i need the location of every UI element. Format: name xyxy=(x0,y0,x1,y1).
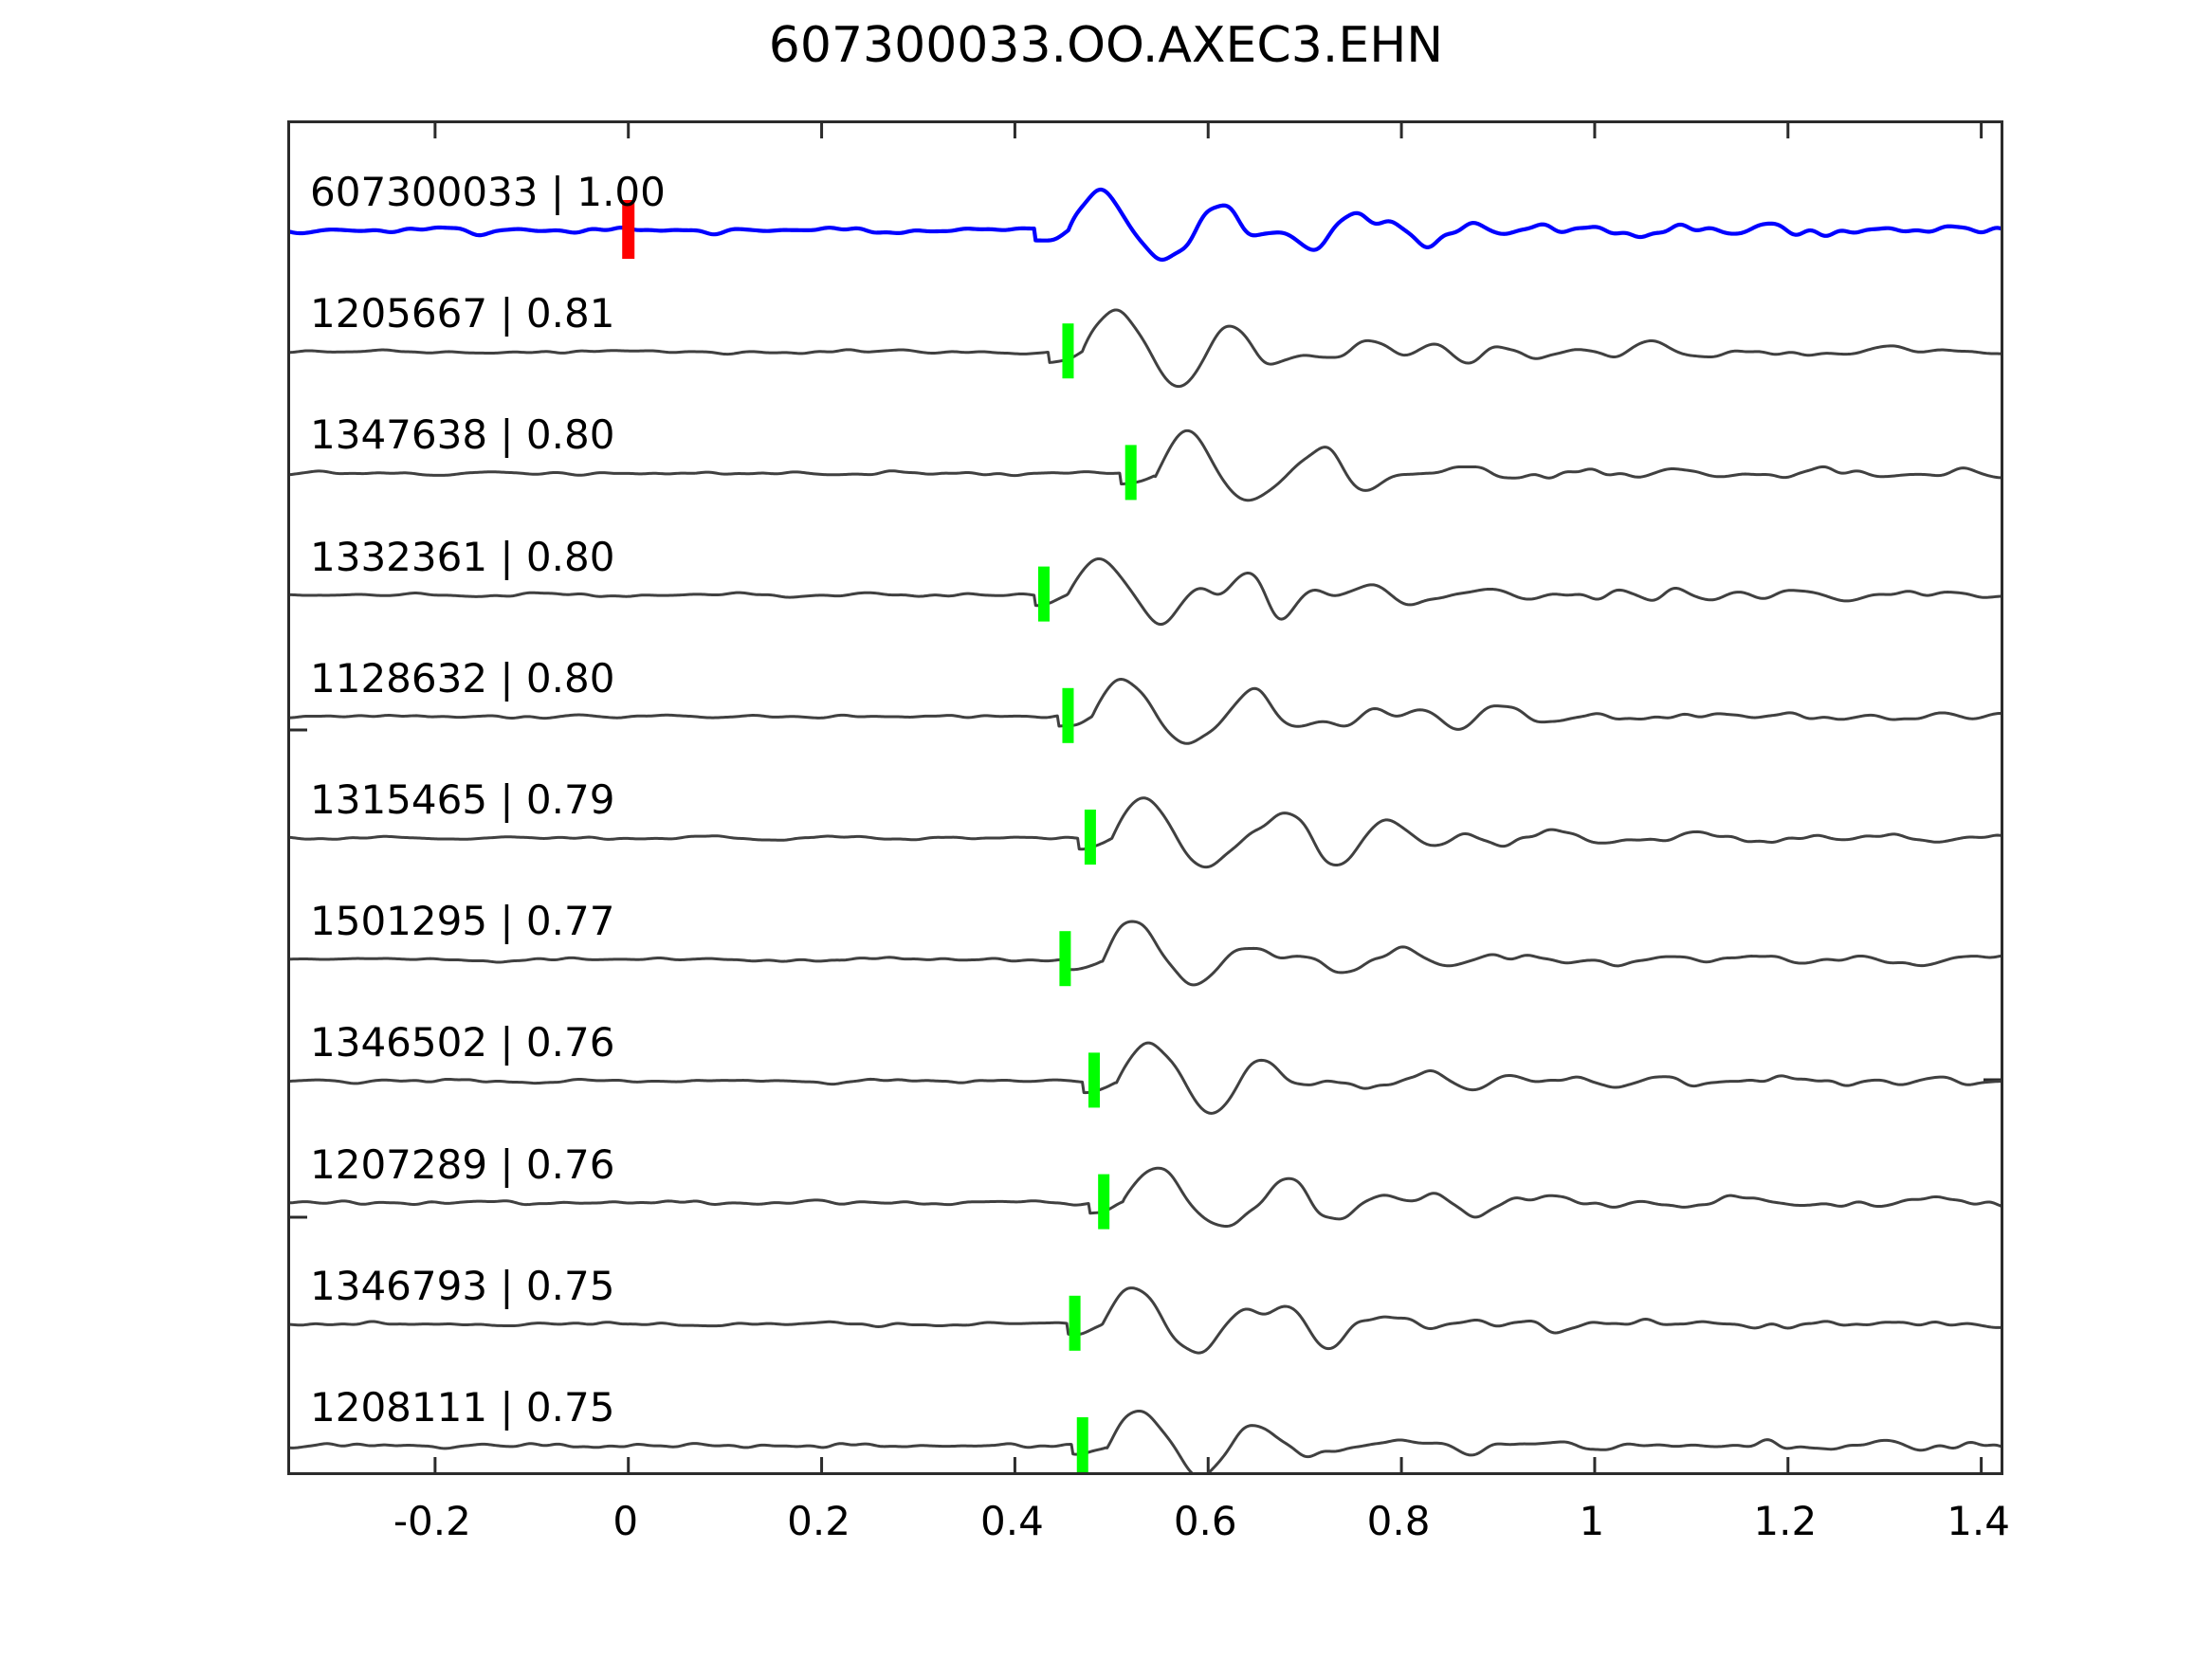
trace-label: 1208111 | 0.75 xyxy=(310,1384,615,1431)
trace-label: 1207289 | 0.76 xyxy=(310,1140,615,1188)
detection-waveform-trace xyxy=(290,1286,2001,1355)
detection-waveform-trace xyxy=(290,1409,2001,1472)
trace-label: 1332361 | 0.80 xyxy=(310,533,615,580)
template-pick-marker xyxy=(622,200,635,259)
detection-pick-marker xyxy=(1088,1052,1100,1108)
detection-pick-marker xyxy=(1124,445,1137,501)
trace-label: 1315465 | 0.79 xyxy=(310,776,615,823)
plot-frame xyxy=(287,120,2003,1475)
trace-label: 607300033 | 1.00 xyxy=(310,169,666,215)
waveform-plot xyxy=(290,123,2001,1472)
x-axis-tick-label: 0.8 xyxy=(1366,1498,1431,1544)
detection-waveform-trace xyxy=(290,308,2001,389)
detection-pick-marker xyxy=(1062,687,1074,743)
x-axis-tick-label: 0.6 xyxy=(1173,1498,1237,1544)
detection-pick-marker xyxy=(1062,323,1074,379)
x-axis-tick-label: 1.2 xyxy=(1753,1498,1818,1544)
page-title: 607300033.OO.AXEC3.EHN xyxy=(768,17,1444,74)
detection-pick-marker xyxy=(1098,1174,1110,1230)
detection-waveform-trace xyxy=(290,428,2001,502)
x-axis-tick-label: 0 xyxy=(612,1498,639,1544)
x-axis-tick-label: 0.4 xyxy=(980,1498,1044,1544)
detection-waveform-trace xyxy=(290,556,2001,627)
detection-pick-marker xyxy=(1069,1295,1081,1351)
x-axis-tick-label: 0.2 xyxy=(787,1498,850,1544)
template-waveform-trace xyxy=(290,187,2001,263)
detection-pick-marker xyxy=(1059,931,1071,987)
detection-waveform-trace xyxy=(290,920,2001,987)
detection-pick-marker xyxy=(1037,566,1050,622)
detection-waveform-trace xyxy=(290,678,2001,745)
trace-label: 1346793 | 0.75 xyxy=(310,1262,615,1309)
detection-pick-marker xyxy=(1084,810,1096,865)
trace-label: 1501295 | 0.77 xyxy=(310,898,615,945)
x-axis-tick-label: -0.2 xyxy=(393,1498,471,1544)
detection-waveform-trace xyxy=(290,796,2001,869)
x-axis-tick-label: 1.4 xyxy=(1947,1498,2011,1544)
trace-label: 1128632 | 0.80 xyxy=(310,654,615,702)
trace-label: 1346502 | 0.76 xyxy=(310,1019,615,1066)
x-axis-tick-label: 1 xyxy=(1579,1498,1605,1544)
detection-waveform-trace xyxy=(290,1166,2001,1228)
detection-pick-marker xyxy=(1076,1417,1088,1472)
trace-label: 1205667 | 0.81 xyxy=(310,290,615,337)
trace-label: 1347638 | 0.80 xyxy=(310,411,615,459)
detection-waveform-trace xyxy=(290,1041,2001,1115)
